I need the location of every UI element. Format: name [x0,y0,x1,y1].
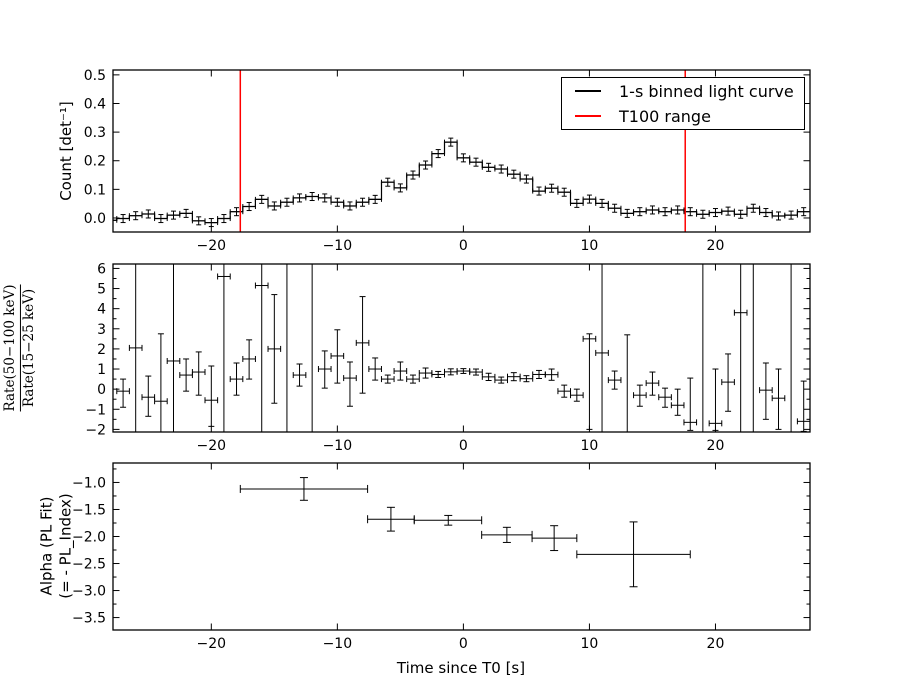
legend-label-light-curve: 1-s binned light curve [619,81,794,101]
y-tick-label: −2.5 [72,557,106,573]
x-tick-label: −10 [323,438,353,454]
light_curve-plot-area [113,70,810,232]
y-tick-label: −1.5 [72,502,106,518]
x-tick-label: 0 [459,636,468,652]
y-tick-label: −3.0 [72,584,106,600]
x-tick-label: −10 [323,636,353,652]
x-tick-label: 0 [459,438,468,454]
y-tick-label: −2.0 [72,530,106,546]
red-line-sample-icon [575,115,601,117]
y-tick-label: 0 [97,382,106,398]
y-tick-label: 5 [97,282,106,298]
x-tick-label: −20 [197,238,227,254]
y-tick-label: 0.1 [84,182,106,198]
legend-box: 1-s binned light curve T100 range [561,77,805,130]
black-line-sample-icon [575,90,601,92]
y-tick-label: −2 [85,422,106,438]
panel-border [112,69,811,233]
legend-entry-t100-range: T100 range [562,104,804,128]
y-axis-label-alpha: Alpha (PL Fit) (= - PL_Index) [37,493,75,598]
y-tick-label: 2 [97,342,106,358]
y-axis-label-hardness-ratio: Rate(50−100 keV) Rate(15−25 keV) [1,284,39,412]
y-tick-label: 3 [97,322,106,338]
y-tick-label: 0.4 [84,96,106,112]
x-tick-label: −20 [197,636,227,652]
x-tick-label: 20 [707,238,725,254]
x-tick-label: 10 [581,438,599,454]
y-tick-label: −1.0 [72,475,106,491]
y-tick-label: 1 [97,362,106,378]
x-tick-label: −20 [197,438,227,454]
x-tick-label: 0 [459,238,468,254]
y-tick-label: 0.5 [84,68,106,84]
x-tick-label: 10 [581,238,599,254]
alpha-label-line2: (= - PL_Index) [56,493,74,599]
y-tick-label: 4 [97,302,106,318]
hardness-ratio-numerator: Rate(50−100 keV) [1,284,18,412]
y-tick-label: 0.3 [84,125,106,141]
light-curve-step [113,141,810,224]
hardness-ratio-denominator: Rate(15−25 keV) [19,284,39,412]
alpha-plot-area [239,477,691,588]
y-tick-label: −1 [85,402,106,418]
x-tick-label: 20 [707,636,725,652]
panel-border [112,263,811,433]
y-tick-label: 0.2 [84,154,106,170]
alpha-label-line1: Alpha (PL Fit) [37,496,56,596]
panel-border [112,462,811,631]
x-tick-label: −10 [323,238,353,254]
y-tick-label: 6 [97,261,106,277]
y-axis-label-count: Count [det⁻¹] [57,101,75,201]
y-tick-label: −3.5 [72,611,106,627]
x-tick-label: 20 [707,438,725,454]
legend-label-t100-range: T100 range [619,106,711,126]
x-axis-label-time: Time since T0 [s] [396,659,526,677]
y-tick-label: 0.0 [84,211,106,227]
hardness_ratio-plot-area [116,264,810,432]
legend-entry-light-curve: 1-s binned light curve [562,79,804,103]
x-tick-label: 10 [581,636,599,652]
